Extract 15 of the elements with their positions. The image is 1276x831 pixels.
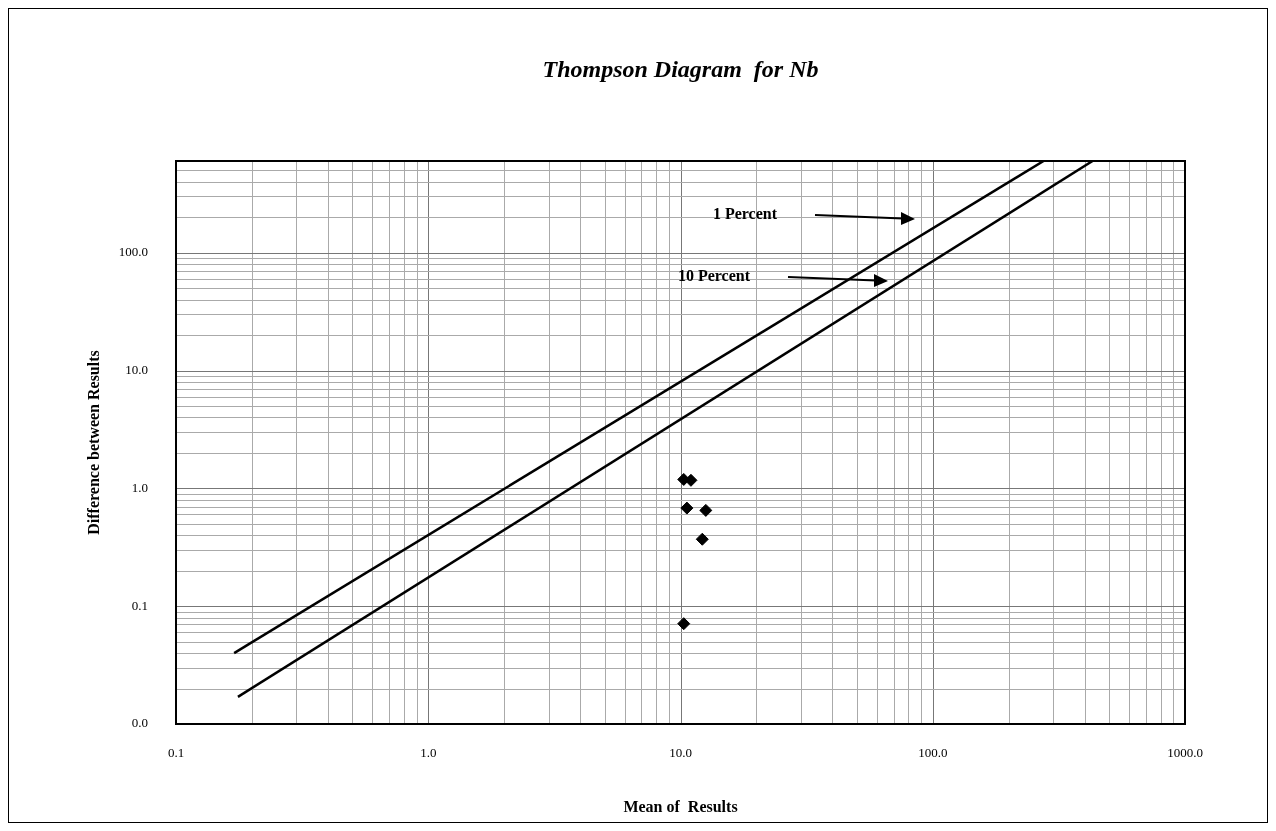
- x-axis-title: Mean of Results: [623, 797, 738, 815]
- y-tick-label: 1.0: [131, 479, 148, 495]
- chart-title: Thompson Diagram for Nb: [542, 56, 819, 83]
- y-tick-label: 100.0: [118, 244, 148, 260]
- y-tick-label: 0.1: [131, 597, 148, 613]
- x-tick-label: 10.0: [669, 745, 692, 761]
- annotation: 1 Percent: [712, 205, 778, 223]
- x-tick-label: 0.1: [167, 745, 185, 761]
- annotation: 10 Percent: [677, 267, 751, 285]
- x-tick-label: 100.0: [918, 745, 948, 761]
- y-tick-label: 0.0: [131, 715, 148, 731]
- x-tick-label: 1000.0: [1167, 745, 1203, 761]
- x-tick-label: 1.0: [420, 745, 437, 761]
- y-axis-title: Difference between Results: [84, 350, 102, 535]
- y-tick-label: 10.0: [125, 361, 148, 377]
